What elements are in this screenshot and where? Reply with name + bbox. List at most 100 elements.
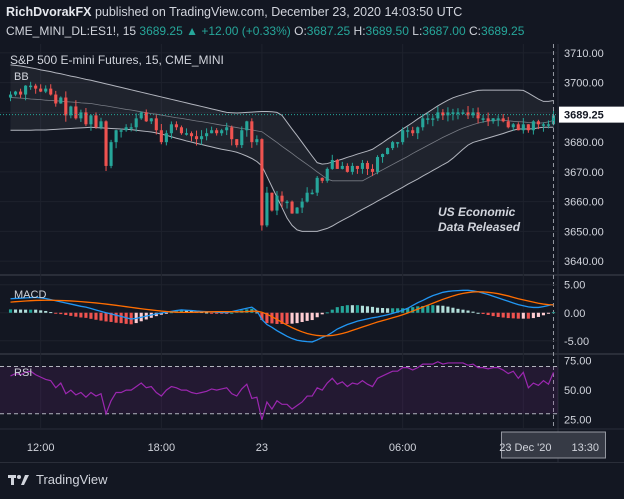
candle-body[interactable] [255,139,259,143]
macd-histogram-bar[interactable] [205,312,209,314]
macd-histogram-bar[interactable] [511,312,515,319]
candle-body[interactable] [44,88,48,92]
candle-body[interactable] [345,165,349,172]
candle-body[interactable] [99,121,103,128]
candle-body[interactable] [119,130,123,132]
candle-body[interactable] [13,91,18,95]
macd-histogram-bar[interactable] [270,312,274,324]
candle-body[interactable] [461,112,465,114]
macd-histogram-bar[interactable] [290,312,294,324]
candle-body[interactable] [169,124,173,134]
candle-body[interactable] [184,133,189,135]
macd-histogram-bar[interactable] [526,312,530,319]
candle-body[interactable] [486,118,490,122]
candle-body[interactable] [541,124,545,126]
macd-histogram-bar[interactable] [59,312,63,315]
macd-histogram-bar[interactable] [305,312,309,321]
macd-histogram-bar[interactable] [426,305,430,313]
candle-body[interactable] [200,136,204,140]
candle-body[interactable] [290,201,294,214]
macd-histogram-bar[interactable] [119,312,123,324]
candle-body[interactable] [285,201,289,204]
candle-body[interactable] [421,118,425,128]
macd-histogram-bar[interactable] [466,310,470,313]
macd-histogram-bar[interactable] [340,306,344,313]
macd-histogram-bar[interactable] [320,312,324,315]
candle-body[interactable] [360,162,364,169]
candle-body[interactable] [104,121,108,166]
macd-histogram-bar[interactable] [541,312,545,316]
macd-histogram-bar[interactable] [365,306,370,313]
candle-body[interactable] [370,168,375,172]
candle-body[interactable] [194,136,199,140]
macd-histogram-bar[interactable] [84,312,88,318]
candle-body[interactable] [89,115,93,125]
candle-body[interactable] [124,127,128,131]
candle-body[interactable] [350,165,354,172]
candle-body[interactable] [230,127,234,140]
candle-body[interactable] [69,106,73,116]
candle-body[interactable] [546,124,551,126]
macd-histogram-bar[interactable] [220,312,224,314]
candle-body[interactable] [179,127,184,134]
candle-body[interactable] [315,177,319,193]
candle-body[interactable] [416,127,420,134]
macd-histogram-bar[interactable] [335,307,339,313]
macd-histogram-bar[interactable] [34,309,38,313]
candle-body[interactable] [205,133,209,137]
macd-histogram-bar[interactable] [441,305,445,313]
candle-body[interactable] [29,85,33,88]
candle-body[interactable] [270,192,274,211]
macd-histogram-bar[interactable] [280,312,284,324]
macd-histogram-bar[interactable] [350,305,354,313]
candle-body[interactable] [79,112,83,119]
candle-body[interactable] [49,88,53,95]
candle-body[interactable] [8,94,13,98]
macd-histogram-bar[interactable] [184,310,189,313]
macd-histogram-bar[interactable] [74,312,78,317]
candle-body[interactable] [501,118,505,122]
macd-histogram-bar[interactable] [536,312,540,317]
macd-histogram-bar[interactable] [69,312,73,316]
candle-body[interactable] [220,130,224,134]
macd-histogram-bar[interactable] [39,310,43,313]
candle-body[interactable] [260,139,264,226]
macd-histogram-bar[interactable] [436,305,440,313]
candle-body[interactable] [310,192,314,195]
macd-histogram-bar[interactable] [386,308,390,313]
macd-histogram-bar[interactable] [99,312,103,321]
bollinger-upper-band[interactable] [10,64,554,165]
candle-body[interactable] [531,121,535,131]
candle-body[interactable] [174,124,178,128]
macd-histogram-bar[interactable] [44,310,48,313]
candle-body[interactable] [476,112,480,119]
macd-histogram-bar[interactable] [315,312,319,318]
macd-histogram-bar[interactable] [295,312,299,324]
candle-body[interactable] [34,85,38,89]
candle-body[interactable] [225,127,229,131]
candle-body[interactable] [129,127,133,129]
candle-body[interactable] [250,121,254,143]
candle-body[interactable] [300,201,304,208]
candle-body[interactable] [496,118,500,120]
candle-body[interactable] [39,88,43,92]
candle-body[interactable] [491,118,495,122]
candle-body[interactable] [516,124,520,131]
candle-body[interactable] [275,195,279,211]
candle-body[interactable] [295,207,299,214]
rsi-line[interactable] [10,361,555,420]
candle-body[interactable] [375,157,380,172]
macd-histogram-bar[interactable] [471,311,475,313]
macd-histogram-bar[interactable] [215,312,219,314]
macd-histogram-bar[interactable] [8,309,13,313]
macd-histogram-bar[interactable] [370,306,375,313]
candle-body[interactable] [154,118,158,131]
candle-body[interactable] [235,139,239,146]
macd-histogram-bar[interactable] [210,312,214,314]
macd-histogram-bar[interactable] [330,309,334,313]
bollinger-middle-band[interactable] [10,97,554,182]
macd-histogram-bar[interactable] [114,312,118,323]
candle-body[interactable] [240,130,244,146]
macd-histogram-bar[interactable] [109,312,113,322]
symbol-name[interactable]: CME_MINI_DL:ES1!, 15 [6,24,137,38]
